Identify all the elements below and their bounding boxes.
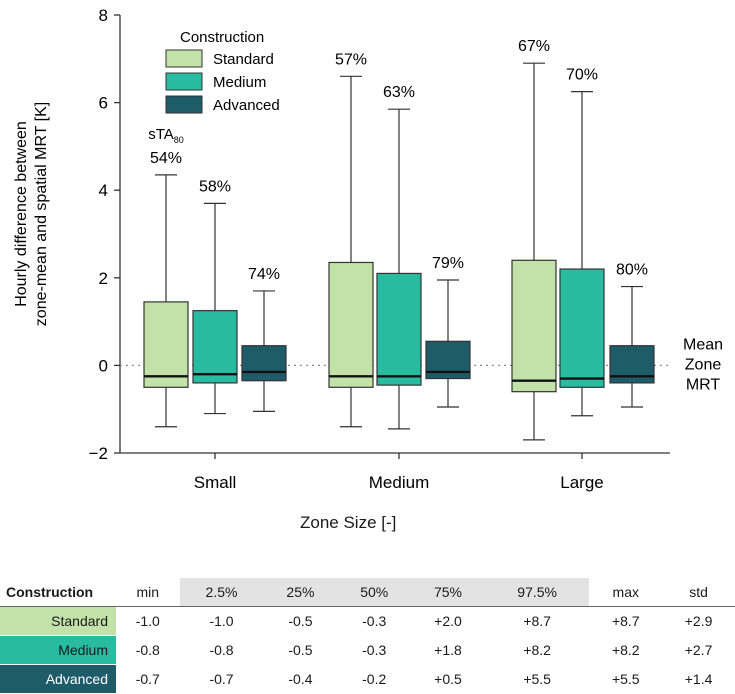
table-header-min: min xyxy=(136,584,160,600)
table-cell: +2.9 xyxy=(662,606,735,636)
box-percent-label: 63% xyxy=(383,84,415,101)
y-tick-label: 6 xyxy=(99,94,108,113)
sta80-label: sTA80 xyxy=(148,126,184,145)
table-header-construction: Construction xyxy=(6,584,94,600)
table-cell: +2.0 xyxy=(411,606,485,636)
table-cell: -0.3 xyxy=(337,606,412,636)
box-standard xyxy=(143,301,189,388)
table-cell: -1.0 xyxy=(179,606,264,636)
table-row-label: Standard xyxy=(0,606,116,636)
legend-entry-medium: Medium xyxy=(213,74,266,91)
legend-title: Construction xyxy=(180,29,264,46)
legend-entry-advanced: Advanced xyxy=(213,97,280,114)
table-cell: -0.3 xyxy=(337,635,412,665)
y-tick-label: 2 xyxy=(99,269,108,288)
box-plot-chart: −2 0 2 4 6 8 Small Medium Large Hourly difference… xyxy=(13,6,723,492)
table-cell: -0.2 xyxy=(337,664,412,694)
box-medium xyxy=(376,272,422,386)
mean-zone-mrt-label: MRT xyxy=(686,376,721,393)
table-header-p50: 50% xyxy=(337,578,412,607)
statistics-table: Construction min 2.5% 25% 50% 75% 97.5% … xyxy=(0,578,735,694)
table-row: Advanced -0.7 -0.7 -0.4 -0.2 +0.5 +5.5 +… xyxy=(0,664,735,694)
table-header-std: std xyxy=(689,584,708,600)
y-tick-label: 4 xyxy=(99,181,108,200)
y-tick-label: 8 xyxy=(99,6,108,25)
box-percent-label: 79% xyxy=(432,255,464,272)
table-header-p25: 25% xyxy=(263,578,338,607)
table-row-label: Medium xyxy=(0,635,116,665)
x-axis-label-main: Zone Size xyxy=(300,513,377,532)
legend-swatch-standard xyxy=(165,49,203,68)
table-header-p75: 75% xyxy=(411,578,485,607)
x-axis-label-unit: [-] xyxy=(381,513,397,532)
box-standard xyxy=(328,261,374,388)
table-cell: +8.2 xyxy=(484,635,590,665)
table-cell: +8.7 xyxy=(589,606,663,636)
box-percent-label: 57% xyxy=(335,51,367,68)
box-percent-label: 54% xyxy=(150,150,182,167)
box-percent-label: 58% xyxy=(199,178,231,195)
x-axis-label: Zone Size [-] xyxy=(300,513,396,533)
table-cell: +0.5 xyxy=(411,664,485,694)
table-header-row: Construction min 2.5% 25% 50% 75% 97.5% … xyxy=(0,578,735,607)
legend-entry-standard: Standard xyxy=(213,51,274,68)
table-cell: -0.5 xyxy=(263,635,338,665)
x-tick-label: Large xyxy=(560,473,603,492)
legend-swatch-advanced xyxy=(165,95,203,114)
legend-swatch-medium xyxy=(165,72,203,91)
y-tick-label: −2 xyxy=(89,444,108,463)
table-row: Medium -0.8 -0.8 -0.5 -0.3 +1.8 +8.2 +8.… xyxy=(0,635,735,665)
y-axis-label-line1: Hourly difference between xyxy=(13,121,30,307)
box-percent-label: 67% xyxy=(518,38,550,55)
y-tick-label: 0 xyxy=(99,356,108,375)
box-standard xyxy=(511,259,557,393)
table-cell: -0.8 xyxy=(179,635,264,665)
box-medium xyxy=(192,310,238,384)
table-cell: +1.4 xyxy=(662,664,735,694)
table-cell: -1.0 xyxy=(116,606,180,636)
table-cell: +8.2 xyxy=(589,635,663,665)
table-row: Standard -1.0 -1.0 -0.5 -0.3 +2.0 +8.7 +… xyxy=(0,606,735,636)
table-cell: -0.7 xyxy=(116,664,180,694)
box-advanced xyxy=(241,345,287,382)
table-header-p97-5: 97.5% xyxy=(484,578,590,607)
table-cell: -0.5 xyxy=(263,606,338,636)
table-row-label: Advanced xyxy=(0,664,116,694)
table-cell: +2.7 xyxy=(662,635,735,665)
mean-zone-mrt-label: Mean xyxy=(683,336,723,353)
table-cell: -0.7 xyxy=(179,664,264,694)
table-cell: -0.8 xyxy=(116,635,180,665)
box-percent-label: 70% xyxy=(566,67,598,84)
box-percent-label: 80% xyxy=(616,262,648,279)
table-header-p2-5: 2.5% xyxy=(179,578,264,607)
x-tick-label: Medium xyxy=(369,473,429,492)
table-cell: +5.5 xyxy=(484,664,590,694)
box-medium xyxy=(559,268,605,388)
x-tick-label: Small xyxy=(194,473,237,492)
y-axis-label-line2: zone-mean and spatial MRT [K] xyxy=(33,102,50,326)
table-cell: +8.7 xyxy=(484,606,590,636)
table-cell: +1.8 xyxy=(411,635,485,665)
table-header-max: max xyxy=(612,584,639,600)
box-percent-label: 74% xyxy=(248,266,280,283)
mean-zone-mrt-label: Zone xyxy=(685,356,722,373)
table-cell: -0.4 xyxy=(263,664,338,694)
table-cell: +5.5 xyxy=(589,664,663,694)
